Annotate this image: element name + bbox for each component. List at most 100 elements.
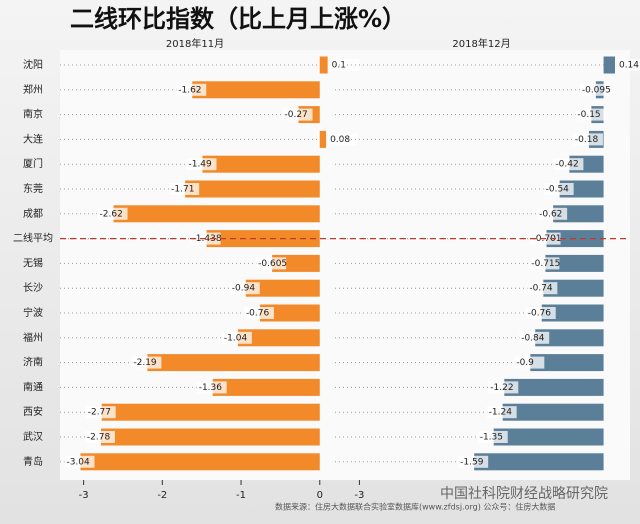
value-label-bg — [196, 381, 227, 394]
category-label: 济南 — [23, 356, 43, 369]
value-label-bg — [329, 59, 360, 71]
bar — [502, 403, 604, 421]
bar — [185, 180, 320, 198]
value-label-bg — [186, 158, 217, 171]
value-label-bg — [243, 307, 274, 319]
value-label: -0.9 — [516, 358, 534, 368]
value-label: -1.24 — [489, 408, 513, 418]
bar — [545, 254, 604, 272]
value-label-bg — [477, 431, 508, 443]
value-label-bg — [282, 108, 313, 121]
value-label: -0.94 — [232, 284, 256, 294]
bar — [535, 329, 604, 347]
value-label: -1.36 — [199, 383, 223, 393]
bar — [113, 205, 320, 223]
value-label-bg — [525, 307, 556, 319]
category-label: 长沙 — [23, 282, 43, 294]
category-label: 大连 — [23, 132, 43, 145]
bar — [100, 428, 320, 446]
value-label-bg — [537, 207, 568, 220]
bar — [530, 354, 604, 372]
x-tick-label: -1 — [236, 490, 246, 501]
category-label: 青岛 — [23, 455, 43, 468]
value-label-bg — [84, 431, 115, 443]
category-label: 东莞 — [23, 182, 43, 195]
value-label: -2.62 — [100, 209, 123, 219]
bar — [245, 279, 320, 297]
value-label-bg — [131, 356, 162, 369]
value-label: -1.49 — [188, 160, 212, 170]
value-label: -1.22 — [490, 383, 513, 393]
panel-subtitle: 2018年12月 — [452, 37, 510, 50]
value-label-bg — [229, 282, 260, 295]
value-label-bg — [527, 282, 558, 295]
value-label-bg — [169, 183, 200, 195]
category-label: 厦门 — [23, 157, 43, 170]
value-label-bg — [256, 257, 287, 270]
value-label-bg — [519, 331, 550, 344]
value-label: -0.76 — [528, 309, 552, 319]
bar — [192, 81, 320, 99]
bar — [212, 378, 320, 396]
category-label: 宁波 — [23, 306, 43, 319]
category-label: 成都 — [23, 208, 43, 220]
value-label: -2.77 — [88, 408, 111, 418]
category-label: 郑州 — [23, 83, 43, 96]
value-label: -0.095 — [582, 85, 611, 95]
value-label-bg — [529, 257, 560, 270]
value-label: -1.04 — [224, 333, 248, 343]
bar — [237, 329, 320, 347]
bar — [319, 130, 327, 148]
value-label: -3.04 — [66, 457, 90, 467]
x-tick-label: -3 — [79, 490, 89, 501]
value-label: -0.42 — [555, 160, 578, 170]
bar — [543, 279, 604, 297]
category-label: 沈阳 — [23, 58, 43, 71]
value-label: -2.78 — [87, 433, 111, 443]
value-label-bg — [97, 207, 128, 220]
value-label: -0.84 — [521, 333, 545, 343]
bar — [259, 304, 320, 322]
value-label: -0.76 — [246, 309, 270, 319]
value-label-bg — [616, 59, 640, 71]
x-tick-label: -3 — [354, 490, 364, 501]
category-label: 二线平均 — [13, 232, 53, 245]
value-label-bg — [553, 158, 584, 171]
value-label-bg — [221, 331, 252, 344]
value-label-bg — [458, 455, 489, 468]
value-label-bg — [176, 83, 207, 96]
panel-subtitle: 2018年11月 — [166, 37, 224, 50]
value-label: -0.18 — [575, 135, 599, 145]
value-label: -0.701 — [533, 234, 562, 244]
value-label: -0.54 — [546, 185, 570, 195]
category-label: 西安 — [23, 405, 43, 418]
bar — [603, 56, 615, 74]
value-label: -0.62 — [539, 209, 562, 219]
bar — [101, 403, 320, 421]
value-label: -1.62 — [178, 85, 201, 95]
value-label-bg — [514, 356, 545, 369]
bar — [541, 304, 604, 322]
bar — [504, 378, 604, 396]
value-label: -0.605 — [258, 259, 287, 269]
bar — [80, 453, 320, 471]
value-label-bg — [488, 381, 519, 394]
watermark: 中国社科院财经战略研究院 — [440, 486, 608, 502]
value-label: -0.74 — [529, 284, 553, 294]
value-label-bg — [575, 108, 606, 121]
bar — [319, 56, 328, 74]
bar — [493, 428, 604, 446]
value-label-bg — [579, 83, 610, 96]
value-label: 0.14 — [619, 61, 639, 71]
category-label: 福州 — [23, 331, 43, 344]
value-label: 0.1 — [332, 61, 346, 71]
value-label-bg — [543, 183, 574, 195]
category-label: 南通 — [23, 380, 43, 393]
source: 数据来源：住房大数据联合实验室数据库(www.zfdsj.org) 公众号：住房… — [275, 502, 555, 512]
category-label: 武汉 — [23, 430, 43, 443]
value-label: -1.438 — [193, 234, 222, 244]
value-label-bg — [572, 133, 603, 146]
category-label: 无锡 — [23, 256, 43, 269]
bar — [474, 453, 604, 471]
value-label: -1.71 — [171, 185, 194, 195]
